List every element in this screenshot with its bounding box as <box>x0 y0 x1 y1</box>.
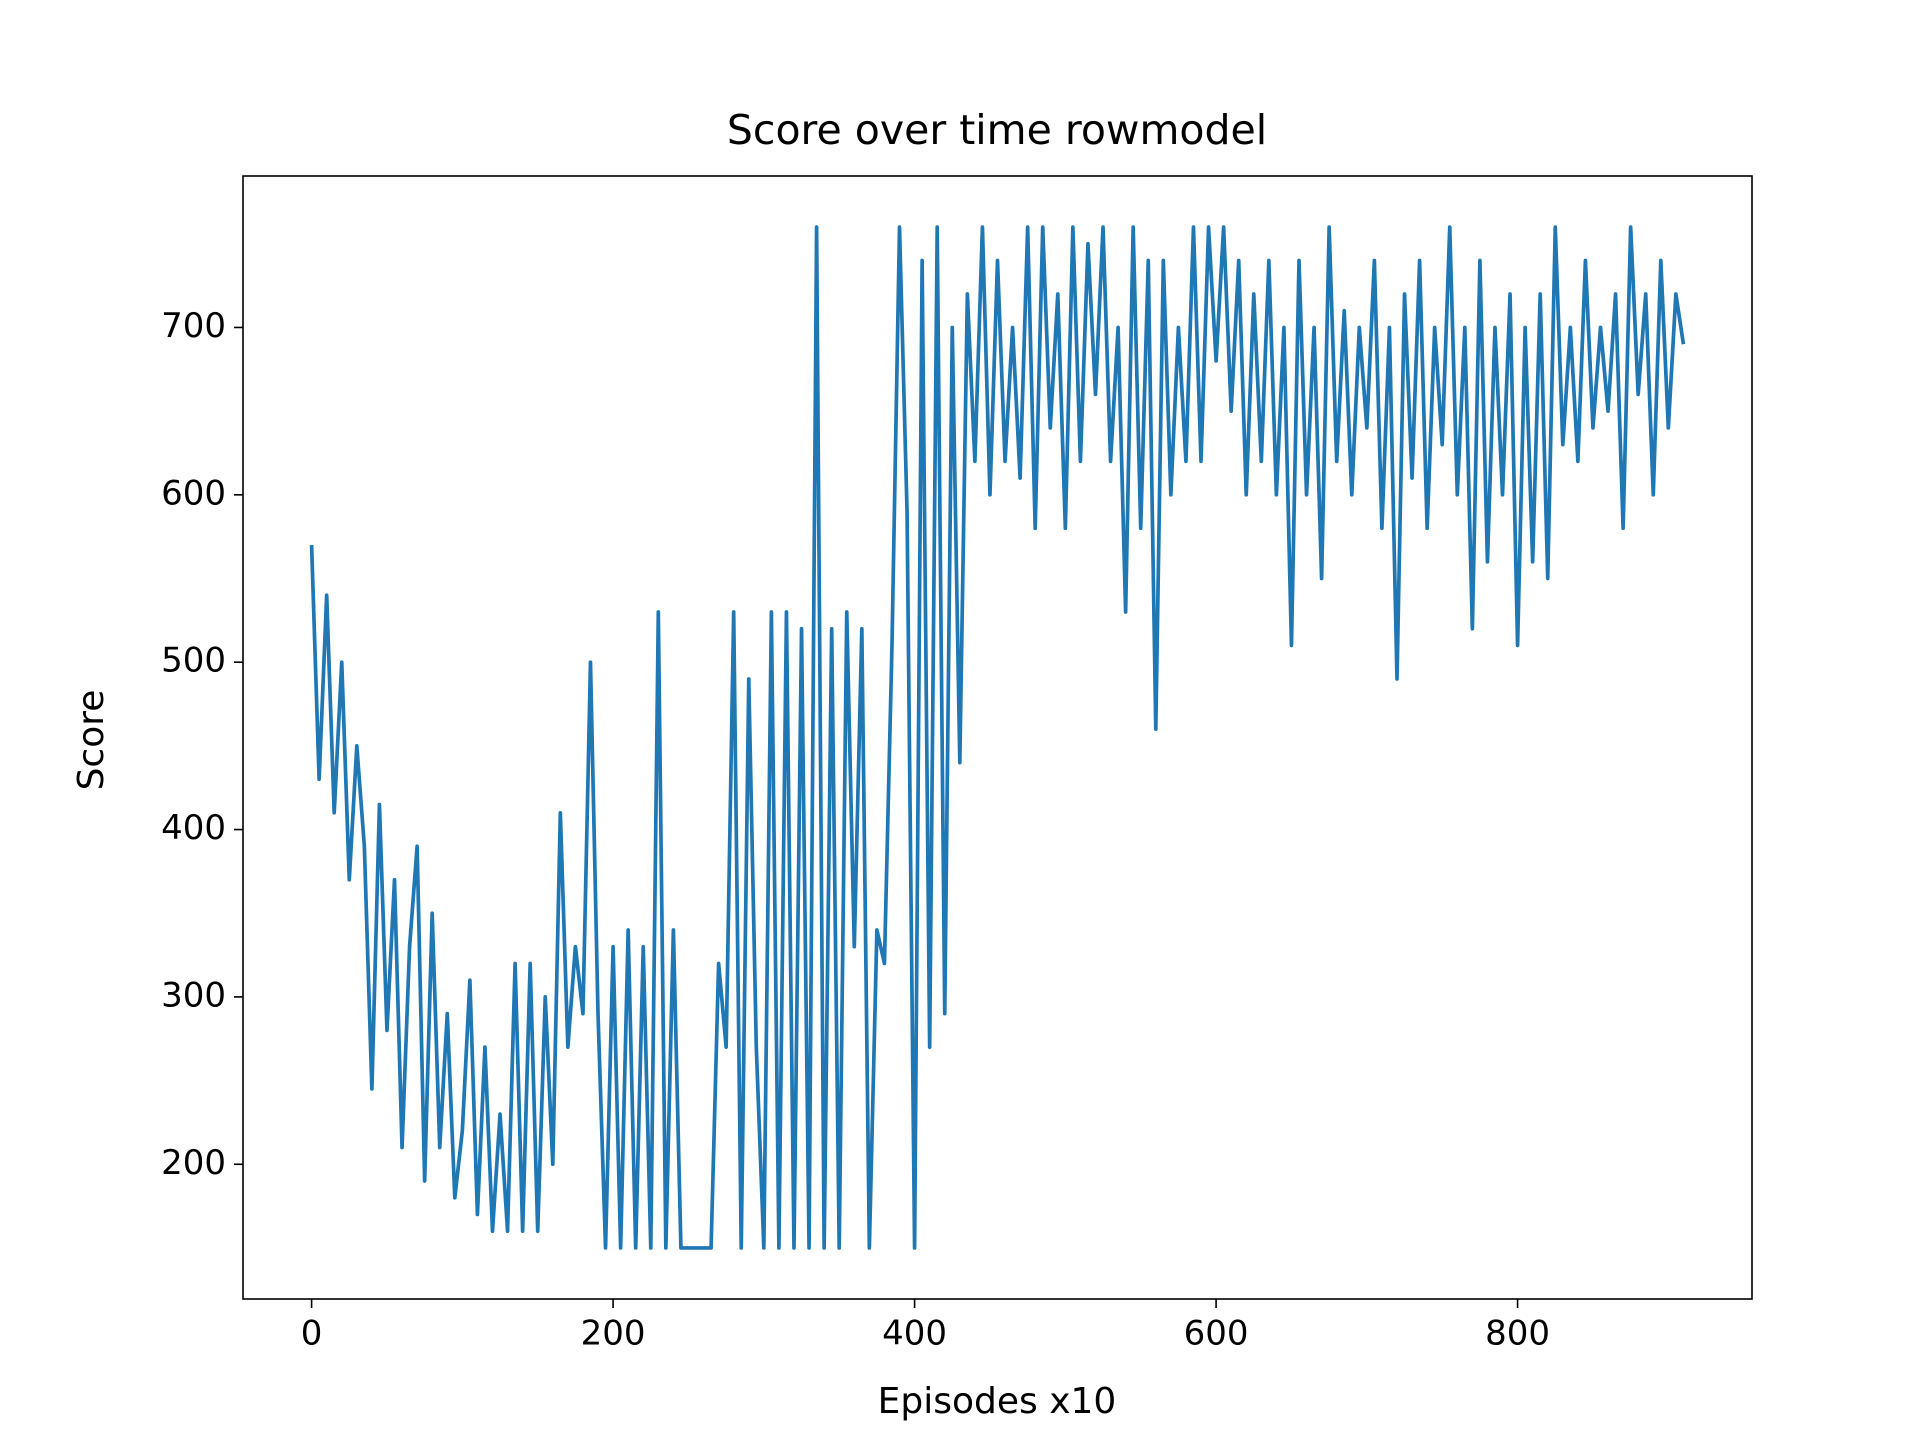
x-tick-label: 600 <box>1184 1314 1249 1354</box>
chart-title: Score over time rowmodel <box>727 106 1267 154</box>
y-tick-label: 600 <box>161 473 226 513</box>
series-line <box>309 225 1686 1250</box>
x-axis-label: Episodes x10 <box>878 1381 1117 1422</box>
x-tick-label: 200 <box>581 1314 646 1354</box>
y-tick-label: 700 <box>161 306 226 346</box>
x-tick-label: 800 <box>1485 1314 1550 1354</box>
y-axis-label: Score <box>71 690 112 791</box>
x-tick-label: 0 <box>301 1314 323 1354</box>
y-tick-label: 500 <box>161 641 226 681</box>
y-tick-label: 200 <box>161 1143 226 1183</box>
y-tick-label: 400 <box>161 808 226 848</box>
y-tick-label: 300 <box>161 975 226 1015</box>
plot-frame <box>242 175 1753 1300</box>
x-tick-label: 400 <box>882 1314 947 1354</box>
